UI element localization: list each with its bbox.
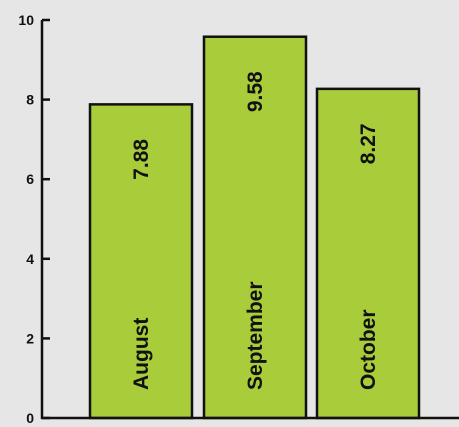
category-label-september: September [244, 281, 267, 390]
y-tick-label: 10 [18, 12, 34, 28]
y-tick-label: 2 [26, 330, 34, 346]
y-tick-label: 6 [26, 171, 34, 187]
value-label-october: 8.27 [357, 123, 380, 164]
value-label-august: 7.88 [130, 139, 153, 180]
bar-august [88, 103, 194, 420]
value-label-september: 9.58 [244, 71, 267, 112]
category-label-october: October [357, 309, 380, 390]
y-ticks-group: 0 2 4 6 8 10 [18, 12, 50, 426]
y-tick-label: 0 [26, 410, 34, 426]
bars-group: 7.88 August 9.58 September 8.27 October [88, 35, 421, 420]
bar-october [315, 87, 421, 420]
y-tick-label: 8 [26, 92, 34, 108]
axes-group [40, 20, 459, 420]
category-label-august: August [130, 318, 153, 390]
y-tick-label: 4 [26, 251, 34, 267]
bar-september [202, 35, 308, 420]
